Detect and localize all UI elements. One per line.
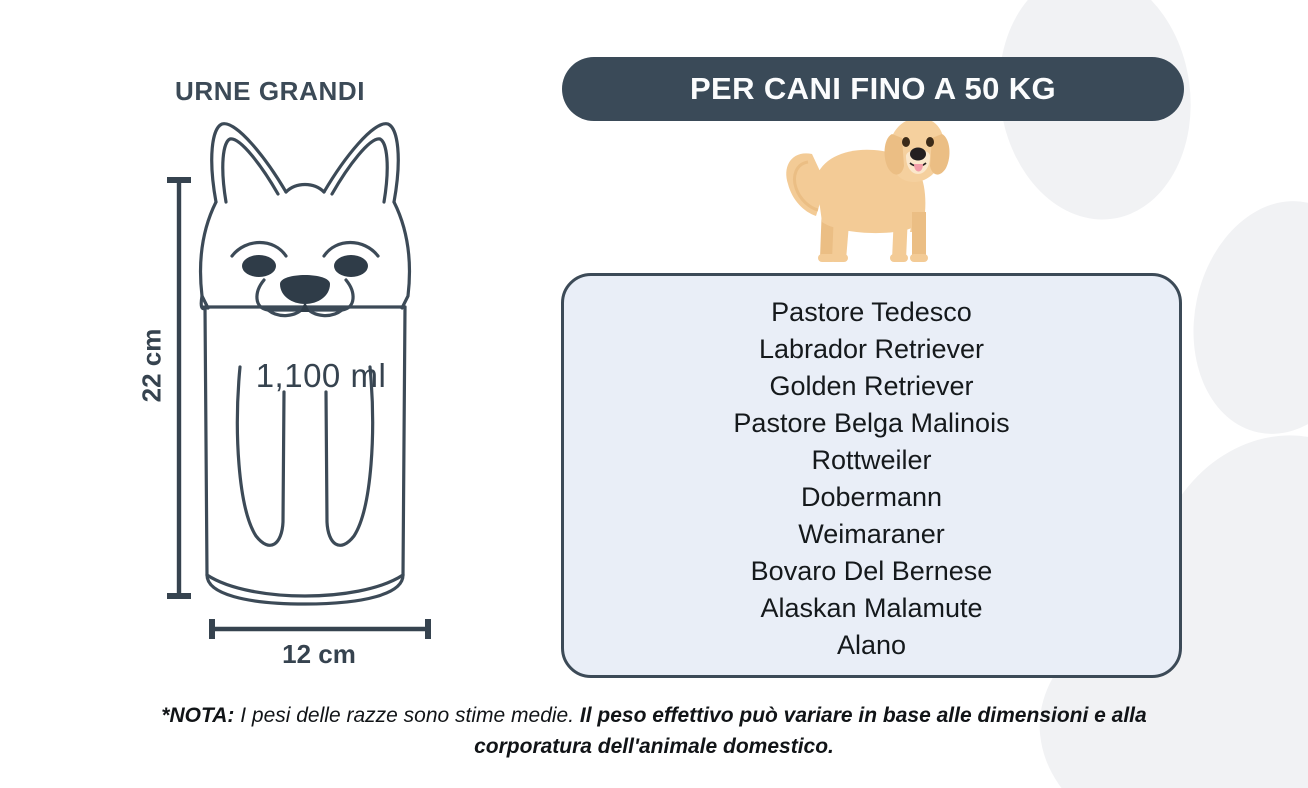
footnote-emphasis-text: Il peso effettivo può variare in base al… bbox=[474, 704, 1147, 758]
paw-toe-shape-icon bbox=[1172, 184, 1308, 451]
urn-panel: URNE GRANDI bbox=[0, 0, 540, 700]
height-dimension-label: 22 cm bbox=[136, 328, 167, 403]
breed-list-item: Golden Retriever bbox=[769, 370, 974, 401]
breed-list-item: Alaskan Malamute bbox=[760, 592, 983, 623]
golden-retriever-icon bbox=[786, 117, 950, 262]
footnote-normal-text: I pesi delle razze sono stime medie. bbox=[234, 704, 580, 727]
breed-list-item: Alano bbox=[836, 629, 907, 660]
dog-urn-illustration-icon bbox=[198, 122, 412, 606]
breed-list-item: Rottweiler bbox=[811, 444, 932, 475]
breed-list-item: Pastore Belga Malinois bbox=[733, 407, 1010, 438]
urn-volume-label: 1,100 ml bbox=[255, 357, 387, 394]
breed-list-item: Weimaraner bbox=[798, 518, 945, 549]
breed-list-item: Labrador Retriever bbox=[758, 333, 985, 364]
width-dimension-line bbox=[209, 619, 431, 639]
breed-list-item: Pastore Tedesco bbox=[771, 296, 972, 327]
breed-list-item: Bovaro Del Bernese bbox=[750, 555, 993, 586]
breed-list-item: Dobermann bbox=[800, 481, 943, 512]
footnote-prefix: *NOTA: bbox=[161, 704, 235, 727]
weight-banner: PER CANI FINO A 50 KG bbox=[562, 57, 1184, 121]
breed-list-card: Pastore Tedesco Labrador Retriever Golde… bbox=[561, 273, 1182, 678]
weight-banner-label: PER CANI FINO A 50 KG bbox=[689, 71, 1057, 106]
width-dimension-label: 12 cm bbox=[282, 639, 356, 669]
height-dimension-line bbox=[167, 177, 191, 599]
page-title: URNE GRANDI bbox=[174, 76, 366, 106]
footnote: *NOTA: I pesi delle razze sono stime med… bbox=[154, 700, 1154, 762]
